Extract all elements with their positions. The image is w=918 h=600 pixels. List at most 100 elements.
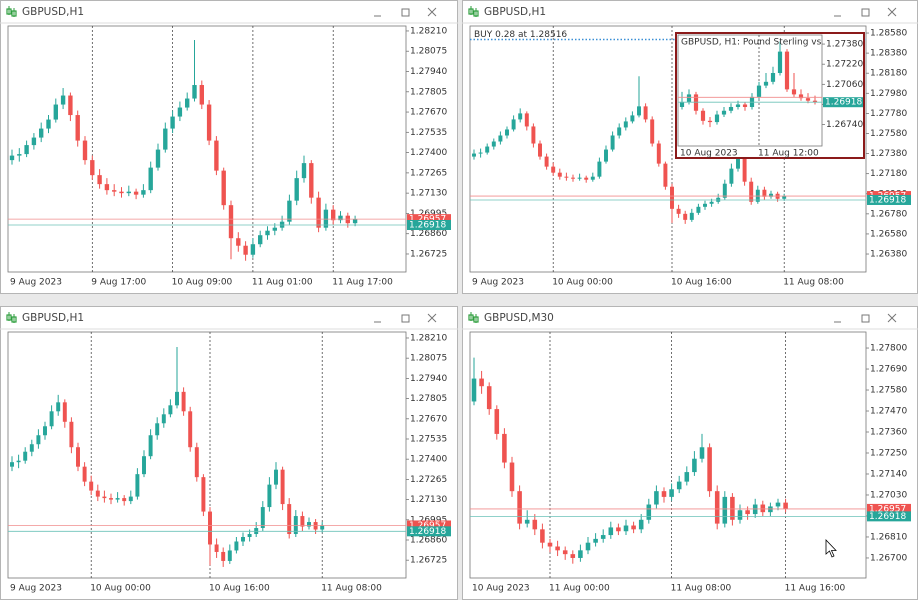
candle-body [722,183,727,198]
close-button[interactable] [427,313,437,323]
candle-body [707,447,712,492]
icon-body [11,316,17,323]
candle-body [214,544,219,552]
candle-body [623,525,629,532]
candle-body [670,186,674,209]
price-label-box [867,194,911,205]
candle-body [557,172,562,177]
candle-body [227,550,232,561]
close-button[interactable] [887,313,897,323]
inset-title: GBPUSD, H1: Pound Sterling vs US Dolla [681,38,862,48]
candle-body [517,491,522,524]
candle-body [485,146,490,153]
maximize-button[interactable] [401,314,410,323]
maximize-button[interactable] [861,314,870,323]
candle-body [95,490,100,497]
candle-body [551,166,556,173]
chart-window: GBPUSD,H1 1.28210 1.28075 1.27940 1.27805 1.2… [0,306,458,600]
candle-body [97,175,102,185]
candle-body [696,206,701,213]
candle-body [760,504,766,513]
x-tick-label: 11 Aug 17:00 [332,278,393,288]
y-tick-label: 1.27580 [870,386,907,396]
candle-body [126,191,131,194]
candle-body [486,386,492,410]
y-tick-label: 1.27140 [870,469,907,479]
candle-body [742,158,747,182]
price-label-box [867,511,911,522]
candle-body [60,95,66,105]
maximize-button[interactable] [861,8,870,17]
candle-body [208,511,212,545]
y-tick-label: 1.27380 [826,40,863,50]
y-tick-label: 1.27130 [410,189,447,199]
candle-body [777,51,783,74]
candle-body [584,177,589,180]
mouse-cursor [825,539,837,558]
candle-body [82,140,88,161]
candle-body [663,163,668,187]
x-tick-label: 10 Aug 00:00 [90,584,151,594]
candle-body [736,158,740,169]
x-tick-label: 10 Aug 16:00 [671,278,732,288]
close-button[interactable] [887,7,897,17]
candle-body [17,154,22,156]
candle-body [331,209,336,221]
candle-body [679,101,685,107]
candle-body [24,145,29,155]
candle-body [498,135,503,142]
y-tick-label: 1.27180 [870,169,907,179]
candle-body [775,502,781,507]
y-tick-label: 1.28580 [870,29,907,39]
candle-body [471,378,477,402]
y-tick-label: 1.27360 [870,428,907,438]
maximize-button[interactable] [401,8,410,17]
y-tick-label: 1.27470 [870,407,907,417]
candle-body [518,113,523,120]
candle-body [491,141,496,147]
candle-body [76,447,80,467]
candle-body [608,527,614,536]
candle-body [494,409,500,434]
candle-body [267,484,272,508]
candle-body [676,481,682,490]
plot [678,35,822,146]
candle-body [722,496,728,524]
candle-body [637,106,641,116]
candle-body [661,491,667,497]
candle-body [564,176,569,178]
candle-body [762,189,767,197]
candle-body [669,489,674,497]
plot [8,332,406,578]
window-title: GBPUSD,H1 [484,6,546,18]
x-tick-label: 11 Aug 08:00 [671,584,732,594]
candle-body [39,128,44,138]
chart-window: GBPUSD,H1 1.28210 1.28075 1.27940 1.27805 1.2… [0,0,458,294]
x-tick-label: 10 Aug 2023 [680,149,738,159]
candle-body [798,94,804,99]
candle-body [540,529,545,543]
y-tick-label: 1.27265 [410,168,447,178]
price-label: 1.26918 [409,220,446,230]
candle-body [699,447,705,459]
candle-body [555,546,560,551]
y-tick-label: 1.27535 [410,128,447,138]
candle-body [287,504,292,535]
candle-body [578,550,583,558]
icon-body [473,10,479,17]
y-tick-label: 1.27670 [410,108,447,118]
candle-body [338,215,343,221]
candle-body [29,444,34,452]
x-tick-label: 9 Aug 2023 [472,278,524,288]
y-tick-label: 1.27780 [870,109,907,119]
y-tick-label: 1.28210 [410,333,447,343]
candle-body [683,213,688,220]
close-button[interactable] [427,7,437,17]
candle-body [301,163,307,179]
candle-body [168,405,173,415]
plot [470,26,866,272]
window-title: GBPUSD,M30 [484,312,554,324]
candle-body [707,120,713,123]
candle-body [531,126,536,144]
x-tick-label: 10 Aug 16:00 [209,584,270,594]
